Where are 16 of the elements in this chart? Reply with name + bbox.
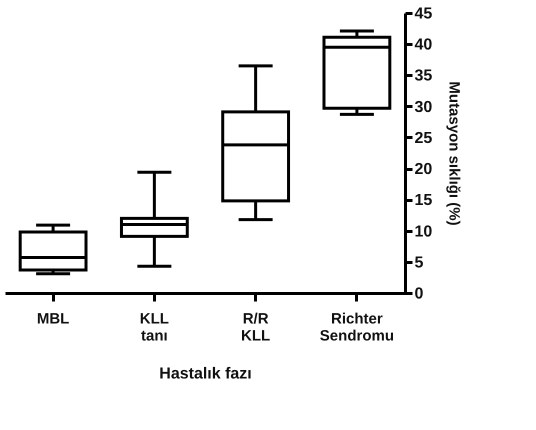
y-tick-label: 40	[414, 36, 432, 54]
y-tick-label: 45	[414, 6, 432, 22]
x-tick-label: KLL tanı	[140, 310, 169, 344]
x-tick-label: Richter Sendromu	[320, 310, 394, 344]
y-tick-label: 30	[414, 98, 432, 116]
y-tick-label: 0	[414, 286, 424, 302]
y-tick-label: 15	[414, 192, 432, 210]
x-axis-title: Hastalık fazı	[159, 366, 252, 382]
y-tick-label: 35	[414, 68, 432, 85]
y-axis-title: Mutasyon sıklığı (%)	[445, 81, 462, 226]
y-tick-label: 10	[414, 223, 432, 240]
y-tick-label: 5	[414, 254, 424, 272]
y-tick-label: 25	[414, 130, 432, 147]
y-tick-label: 20	[414, 161, 432, 178]
x-tick-label: R/R KLL	[241, 310, 270, 344]
x-tick-label: MBL	[36, 310, 70, 328]
